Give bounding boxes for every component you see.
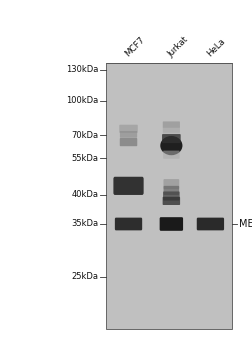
Text: MED6: MED6 [239, 219, 252, 229]
FancyBboxPatch shape [163, 132, 180, 138]
FancyBboxPatch shape [120, 131, 137, 138]
FancyBboxPatch shape [115, 218, 142, 230]
FancyBboxPatch shape [113, 177, 144, 195]
Text: Jurkat: Jurkat [166, 35, 190, 59]
Text: 35kDa: 35kDa [71, 219, 98, 229]
Text: 130kDa: 130kDa [66, 65, 98, 75]
FancyBboxPatch shape [163, 197, 180, 205]
Ellipse shape [160, 136, 182, 155]
Text: MCF7: MCF7 [123, 35, 147, 59]
FancyBboxPatch shape [160, 217, 183, 231]
FancyBboxPatch shape [162, 134, 181, 143]
Text: 100kDa: 100kDa [66, 96, 98, 105]
FancyBboxPatch shape [120, 138, 137, 146]
FancyBboxPatch shape [163, 150, 180, 159]
FancyBboxPatch shape [163, 127, 180, 133]
Text: 55kDa: 55kDa [71, 154, 98, 163]
FancyBboxPatch shape [164, 186, 179, 195]
Text: HeLa: HeLa [205, 37, 227, 59]
FancyBboxPatch shape [163, 121, 180, 128]
Text: 40kDa: 40kDa [71, 190, 98, 199]
FancyBboxPatch shape [197, 218, 224, 230]
Text: 70kDa: 70kDa [71, 131, 98, 140]
FancyBboxPatch shape [163, 191, 180, 201]
FancyBboxPatch shape [119, 125, 138, 133]
Bar [106, 63, 232, 329]
FancyBboxPatch shape [164, 179, 179, 189]
Text: 25kDa: 25kDa [71, 272, 98, 281]
